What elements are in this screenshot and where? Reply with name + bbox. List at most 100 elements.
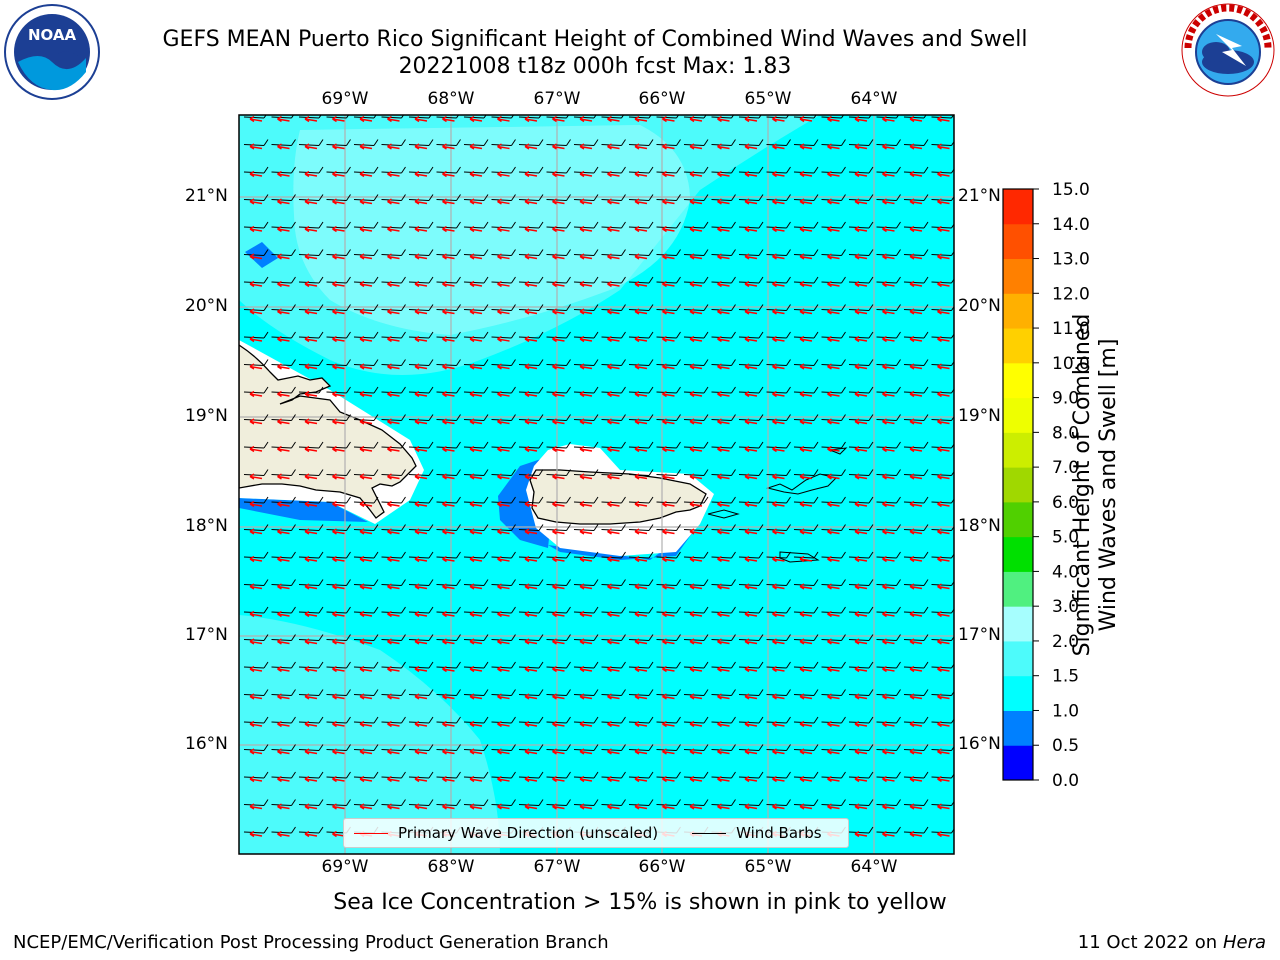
wind-barb [408, 634, 434, 641]
wave-arrow [717, 363, 730, 370]
wind-barb [326, 634, 351, 641]
wind-barb [518, 716, 544, 724]
wind-barb [628, 386, 654, 394]
wave-arrow [854, 610, 868, 618]
wave-arrow [717, 418, 730, 425]
wind-barb [381, 414, 406, 421]
wind-barb [546, 414, 571, 421]
wave-arrow [524, 693, 538, 700]
wind-barb [546, 579, 571, 586]
wind-barb [876, 304, 901, 311]
lon-label-top-69: 69°W [321, 89, 369, 109]
wind-barb [793, 524, 819, 531]
wave-arrow [579, 225, 593, 233]
wind-barb [848, 606, 874, 614]
wave-arrow [634, 803, 648, 810]
wave-arrow [359, 363, 373, 370]
wave-arrow [799, 335, 813, 343]
wave-arrow [579, 555, 593, 563]
wave-arrow [359, 775, 373, 783]
wave-arrow [689, 253, 703, 260]
wave-arrow [277, 775, 290, 783]
wind-barb [683, 689, 709, 696]
wind-barb [243, 304, 269, 311]
wave-arrow [387, 418, 400, 425]
wave-arrow [332, 225, 345, 233]
wind-barb [601, 115, 625, 119]
wave-arrow [689, 308, 703, 315]
wave-arrow [662, 693, 675, 700]
wave-arrow [772, 473, 785, 480]
wind-barb [436, 661, 461, 669]
wind-barb [353, 304, 379, 311]
wind-barb [738, 359, 764, 366]
wave-arrow [332, 830, 345, 838]
wave-arrow [799, 390, 813, 398]
wind-barb [271, 579, 296, 586]
wave-arrow [524, 500, 538, 508]
wind-barb [903, 771, 929, 779]
wave-arrow [469, 170, 483, 178]
wave-arrow [937, 143, 950, 150]
wave-arrow [882, 720, 895, 728]
wind-barb [821, 551, 846, 559]
wind-barb [683, 716, 709, 724]
wave-arrow [909, 775, 923, 783]
wind-barb [326, 496, 351, 504]
wind-barb [298, 826, 324, 834]
wind-barb [601, 799, 626, 806]
wind-barb [353, 166, 379, 174]
wind-barb [271, 524, 296, 531]
wave-arrow [909, 693, 923, 700]
wind-barb [298, 469, 324, 476]
wave-arrow [442, 170, 455, 178]
wind-barb [408, 524, 434, 531]
wave-arrow [524, 280, 538, 288]
wind-barb [463, 276, 489, 284]
wind-barb [491, 551, 516, 559]
wind-barb [573, 276, 599, 284]
wind-barb [381, 331, 406, 339]
wind-barb [821, 386, 846, 394]
wave-arrow [497, 610, 510, 618]
wave-arrow [854, 528, 868, 535]
wind-barb [243, 634, 269, 641]
wind-barb [683, 115, 707, 119]
wave-arrow [607, 308, 620, 315]
wind-barb [353, 194, 379, 201]
wave-arrow [332, 418, 345, 425]
wind-barb [876, 414, 901, 421]
wind-barb [298, 634, 324, 641]
wind-barb [436, 524, 461, 531]
wind-barb [601, 304, 626, 311]
wave-arrow [414, 720, 428, 728]
wave-arrow [442, 143, 455, 150]
wind-barb [601, 661, 626, 669]
wave-arrow [249, 528, 263, 535]
land-vieques [707, 509, 740, 519]
wind-barb [628, 606, 654, 614]
wind-barb [463, 634, 489, 641]
wind-barb [436, 771, 461, 779]
wind-barb [793, 194, 819, 201]
wave-arrow [304, 583, 318, 590]
wind-barb [298, 551, 324, 559]
wind-barb [518, 304, 544, 311]
wind-barb [628, 221, 654, 229]
wave-arrow [249, 418, 263, 425]
wave-arrow [414, 445, 428, 453]
wind-barb [381, 524, 406, 531]
wave-arrow [827, 170, 840, 178]
wind-barb [711, 744, 736, 751]
wave-arrow [744, 473, 758, 480]
wave-arrow [442, 720, 455, 728]
colorbar-ticks: 0.0 0.5 1.0 1.5 2.0 3.0 4.0 5.0 6.0 7.0 8.0 9.0 10.0… [1033, 180, 1090, 791]
wave-arrow [662, 198, 675, 205]
wave-arrow [249, 748, 263, 755]
wave-arrow [937, 803, 950, 810]
wave-arrow [332, 473, 345, 480]
wave-arrow [937, 610, 950, 618]
wave-arrow [359, 335, 373, 343]
wave-arrow [277, 308, 290, 315]
wave-arrow [359, 720, 373, 728]
